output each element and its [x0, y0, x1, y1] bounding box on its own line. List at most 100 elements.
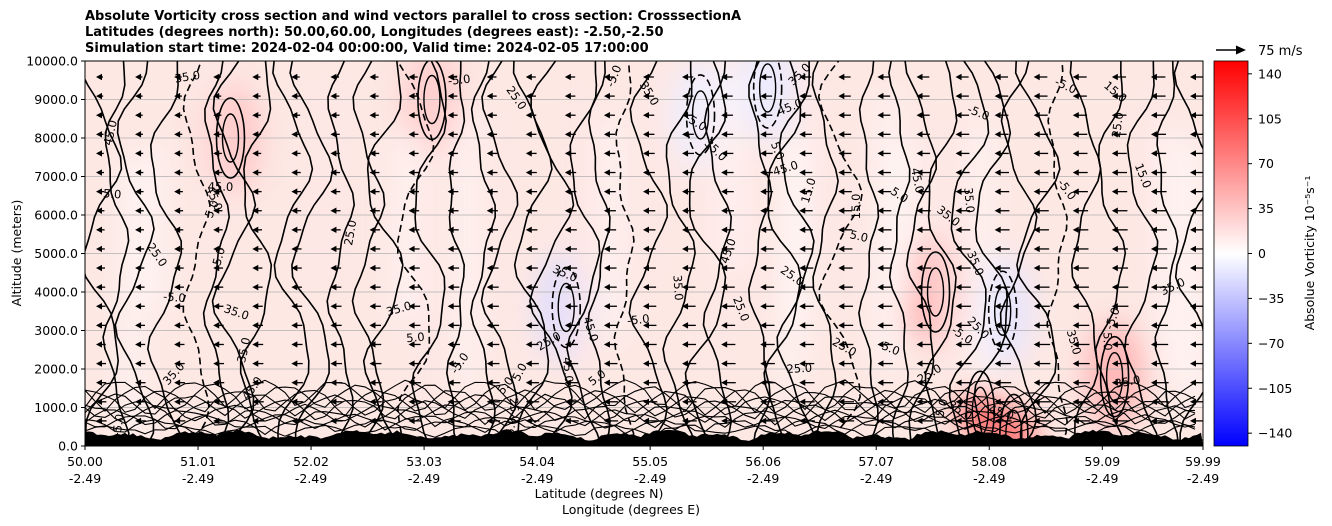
wind-vector [447, 264, 460, 272]
vorticity-streak [1162, 128, 1179, 382]
wind-vector-head [174, 303, 181, 310]
wind-vector [564, 245, 577, 253]
wind-vector-head [525, 73, 532, 81]
wind-vector [1111, 226, 1128, 234]
wind-vector [291, 341, 303, 348]
wind-vector-head [1150, 341, 1157, 348]
wind-vector-head [916, 73, 923, 81]
wind-vector-head [213, 322, 220, 329]
wind-vector-head [643, 322, 649, 329]
wind-vector [408, 264, 420, 272]
contour-line [182, 61, 211, 446]
wind-vector-head [330, 341, 337, 348]
wind-vector [877, 417, 894, 425]
wind-vector [291, 169, 301, 176]
wind-vector-head [408, 398, 415, 405]
wind-vector [252, 417, 264, 425]
wind-vector [838, 283, 853, 291]
wind-vector-head [916, 245, 923, 253]
wind-vector [603, 379, 618, 386]
contour-label: -5.0 [109, 413, 127, 438]
wind-vector [1150, 169, 1167, 176]
wind-vector-head [1190, 417, 1196, 425]
wind-vector-head [994, 245, 1001, 253]
wind-vector [760, 150, 773, 157]
x-tick-label-lat: 56.06 [745, 454, 781, 469]
wind-vector-head [96, 131, 102, 138]
wind-vector-head [564, 188, 571, 195]
wind-vector-head [135, 131, 142, 138]
wind-vector [252, 398, 264, 405]
wind-vector [1111, 112, 1127, 119]
wind-vector [877, 150, 891, 157]
wind-vector-head [1072, 303, 1079, 310]
wind-vector-head [135, 188, 142, 195]
wind-vector [877, 92, 891, 100]
contour-label: 25.0 [507, 397, 523, 424]
wind-vector [486, 264, 499, 272]
wind-vector [994, 303, 1011, 310]
wind-vector [916, 131, 930, 138]
wind-vector [1072, 207, 1089, 214]
wind-vector [1111, 131, 1127, 138]
contour-label: 35.0 [174, 68, 201, 86]
wind-vector [564, 360, 579, 367]
wind-vector [916, 398, 933, 405]
wind-vector [838, 226, 853, 234]
wind-vector-head [916, 417, 923, 425]
wind-vector-head [760, 150, 767, 157]
wind-vector-head [994, 73, 1001, 81]
wind-vector-head [486, 112, 493, 119]
wind-vector [760, 207, 774, 214]
wind-vector-head [994, 226, 1001, 234]
wind-vector-head [838, 73, 845, 81]
wind-vector-head [174, 341, 181, 348]
wind-vector-head [369, 150, 376, 157]
wind-vector-head [643, 398, 649, 405]
wind-vector-head [252, 188, 259, 195]
wind-vector [1190, 73, 1203, 81]
wind-vector-head [643, 92, 649, 100]
wind-vector [721, 283, 735, 291]
wind-vector-head [96, 360, 102, 367]
wind-vector [135, 188, 144, 195]
wind-vector-head [1072, 112, 1079, 119]
colorbar-tick-label: 105 [1258, 111, 1282, 126]
x-tick-label-lat: 51.01 [180, 454, 216, 469]
contour-line [326, 61, 356, 446]
wind-vector-head [330, 226, 337, 234]
wind-vector [252, 322, 263, 329]
wind-vector [408, 245, 420, 253]
wind-vector [213, 112, 222, 119]
wind-vector-head [916, 264, 923, 272]
wind-vector [525, 112, 537, 119]
wind-vector-head [994, 92, 1001, 100]
wind-vector-head [330, 131, 337, 138]
wind-vector-head [1190, 264, 1196, 272]
wind-vector-head [408, 245, 415, 253]
wind-vector-head [408, 417, 415, 425]
wind-vector-head [564, 303, 571, 310]
wind-vector [916, 226, 931, 234]
wind-vector [643, 131, 655, 138]
wind-vector-head [252, 417, 259, 425]
wind-vector [1150, 264, 1168, 272]
wind-vector [682, 283, 696, 291]
wind-vector [1072, 169, 1088, 176]
wind-vector-head [721, 264, 728, 272]
wind-vector [564, 379, 579, 386]
wind-vector-head [603, 188, 610, 195]
wind-vector-head [447, 283, 454, 291]
wind-vector-head [330, 169, 337, 176]
contour-line [289, 61, 334, 446]
wind-vector-head [760, 322, 767, 329]
wind-vector [721, 303, 735, 310]
wind-vector-head [916, 150, 923, 157]
wind-vector-head [1111, 169, 1118, 176]
wind-vector [486, 283, 499, 291]
wind-vector-head [682, 112, 689, 119]
wind-vector-head [564, 341, 571, 348]
wind-vector-head [1072, 283, 1079, 291]
wind-vector-head [877, 303, 884, 310]
